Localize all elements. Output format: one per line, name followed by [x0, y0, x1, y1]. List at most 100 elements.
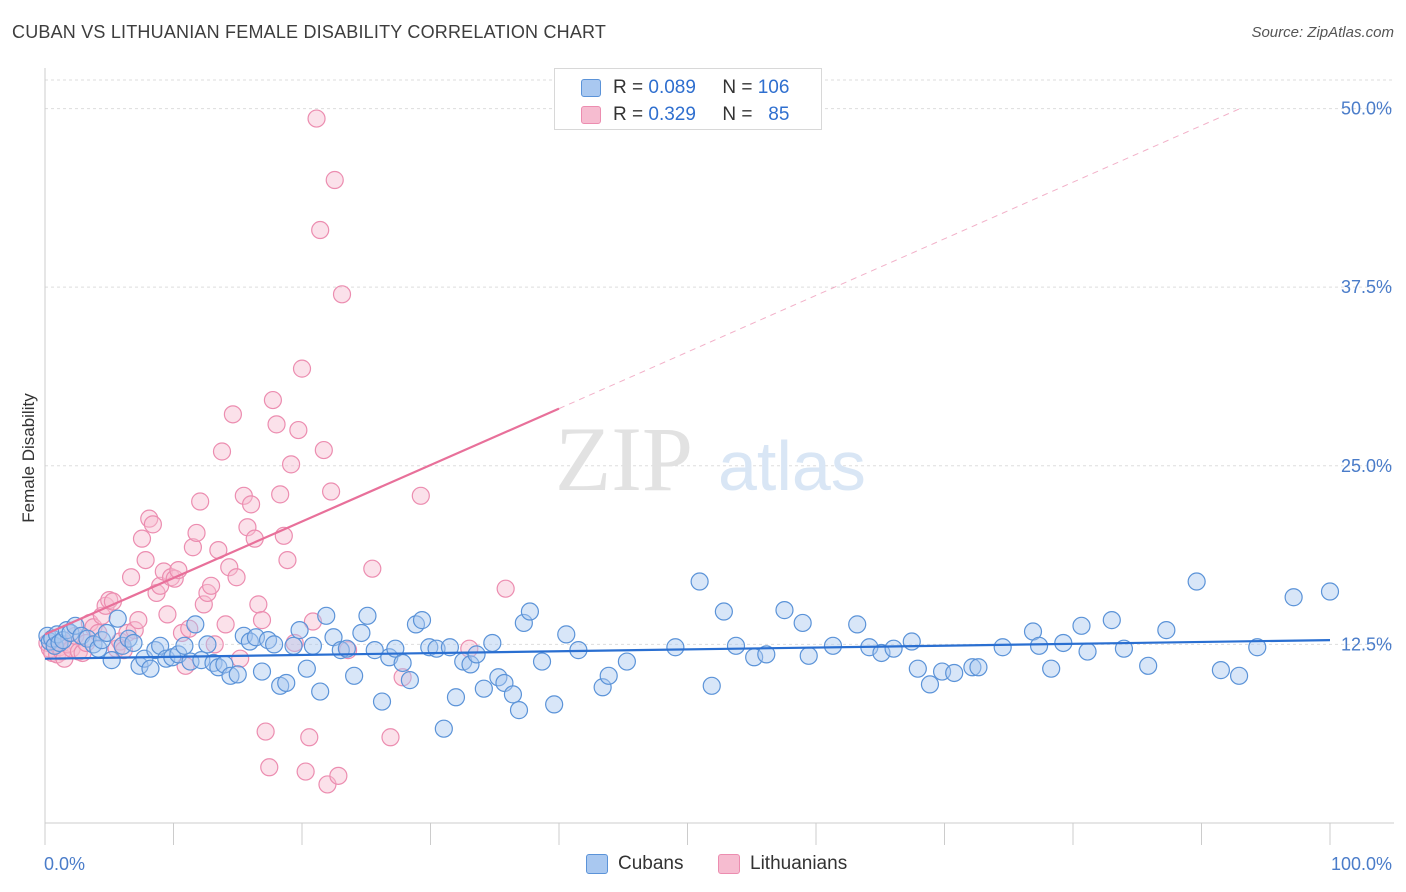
cuban-point [757, 645, 776, 664]
cuban-point [1102, 611, 1121, 630]
lithuanian-swatch [718, 854, 740, 874]
lithuanian-point [311, 220, 330, 240]
cuban-point [1248, 638, 1267, 657]
lithuanian-point [132, 529, 152, 548]
cuban-point [920, 675, 940, 694]
cuban-swatch [581, 79, 601, 97]
cuban-point [993, 638, 1012, 657]
lithuanian-point [187, 523, 206, 543]
cuban-point [532, 652, 552, 671]
lithuanian-point [223, 405, 243, 424]
cuban-point [412, 611, 432, 630]
cuban-point [311, 682, 330, 701]
lithuanian-point [321, 482, 341, 501]
cuban-point [113, 636, 132, 655]
cuban-point [884, 639, 903, 658]
cuban-point [1042, 659, 1061, 678]
cuban-point [963, 658, 982, 677]
lithuanian-point [314, 440, 333, 460]
y-tick-label: 25.0% [1341, 456, 1392, 476]
x-tick-label-start: 0.0% [44, 854, 85, 874]
cuban-point [799, 646, 818, 665]
cuban-point [252, 662, 272, 681]
cuban-point [372, 692, 392, 711]
cuban-point [102, 651, 121, 670]
lithuanian-point [325, 170, 344, 190]
lithuanian-trend-line [44, 407, 560, 636]
cuban-swatch [586, 854, 608, 874]
cuban-point [872, 643, 891, 663]
lithuanian-point [329, 766, 348, 785]
cuban-point [297, 659, 316, 678]
lithuanian-point [300, 728, 319, 747]
cuban-point [461, 655, 480, 674]
cuban-point [108, 609, 127, 628]
cuban-point [823, 636, 843, 655]
cuban-point [514, 613, 533, 633]
lithuanian-point [281, 455, 301, 474]
cuban-trend-line [44, 639, 1331, 660]
cuban-point [317, 606, 336, 625]
cuban-point [1187, 572, 1206, 591]
cuban-point [593, 678, 612, 697]
cuban-point [474, 679, 493, 698]
cuban-point [345, 666, 364, 685]
cuban-point [726, 636, 746, 655]
cuban-point [599, 666, 618, 685]
lithuanian-point [332, 285, 352, 304]
cuban-point [290, 621, 309, 640]
lithuanian-point [158, 605, 177, 624]
legend-label-lithuanians: Lithuanians [750, 853, 848, 874]
legend-n-value: 106 [757, 77, 790, 98]
cuban-point [1320, 582, 1340, 601]
cuban-points [38, 572, 1340, 738]
cuban-point [352, 623, 371, 643]
lithuanian-point [154, 562, 173, 581]
cuban-point [702, 676, 721, 695]
watermark-zip: ZIP [555, 408, 693, 510]
cuban-point [277, 673, 296, 693]
lithuanian-point [249, 595, 268, 614]
cuban-point [666, 638, 685, 657]
lithuanian-point [136, 550, 155, 570]
cuban-point [557, 625, 576, 644]
cuban-point [1029, 636, 1049, 655]
cuban-point [175, 636, 194, 655]
lithuanian-point [183, 538, 202, 557]
cuban-point [467, 645, 486, 664]
cuban-point [303, 636, 323, 655]
correlation-legend: R = 0.089 N = 106 R = 0.329 N = 85 [554, 68, 822, 130]
legend-n-value: 85 [768, 104, 790, 125]
cuban-point [1078, 642, 1097, 661]
chart-title: CUBAN VS LITHUANIAN FEMALE DISABILITY CO… [12, 22, 607, 42]
y-tick-label: 12.5% [1341, 634, 1392, 654]
lithuanian-trend-extension [558, 108, 1241, 410]
lithuanian-point [194, 595, 213, 614]
x-tick-label-end: 100.0% [1331, 854, 1392, 874]
cuban-point [141, 659, 160, 678]
cuban-point [358, 606, 377, 625]
cuban-point [714, 602, 733, 621]
cuban-point [1157, 621, 1176, 640]
lithuanian-point [496, 579, 515, 598]
cuban-point [157, 649, 176, 668]
cuban-point [848, 615, 867, 634]
grid-lines [45, 79, 1394, 645]
cuban-point [337, 639, 356, 658]
legend-r-value: 0.329 [648, 104, 696, 125]
lithuanian-point [260, 758, 279, 777]
y-tick-label: 37.5% [1341, 277, 1392, 297]
cuban-point [198, 635, 217, 654]
lithuanian-point [411, 486, 430, 505]
cuban-point [440, 638, 459, 657]
lithuanian-swatch [581, 106, 601, 124]
lithuanian-point [271, 485, 290, 504]
cuban-point [54, 631, 73, 650]
lithuanian-point [191, 492, 210, 511]
legend-r-label: R = [613, 77, 644, 98]
cuban-point [793, 613, 812, 633]
lithuanian-point [263, 390, 283, 410]
axes [44, 68, 1394, 845]
lithuanian-point [121, 568, 141, 587]
